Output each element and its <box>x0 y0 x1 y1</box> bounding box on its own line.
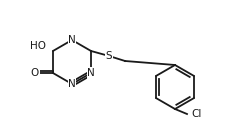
Text: Cl: Cl <box>191 109 201 119</box>
Text: N: N <box>68 35 76 45</box>
Text: N: N <box>87 68 95 78</box>
Text: S: S <box>106 51 112 61</box>
Text: O: O <box>31 68 39 78</box>
Text: N: N <box>68 79 76 89</box>
Text: HO: HO <box>30 41 46 51</box>
